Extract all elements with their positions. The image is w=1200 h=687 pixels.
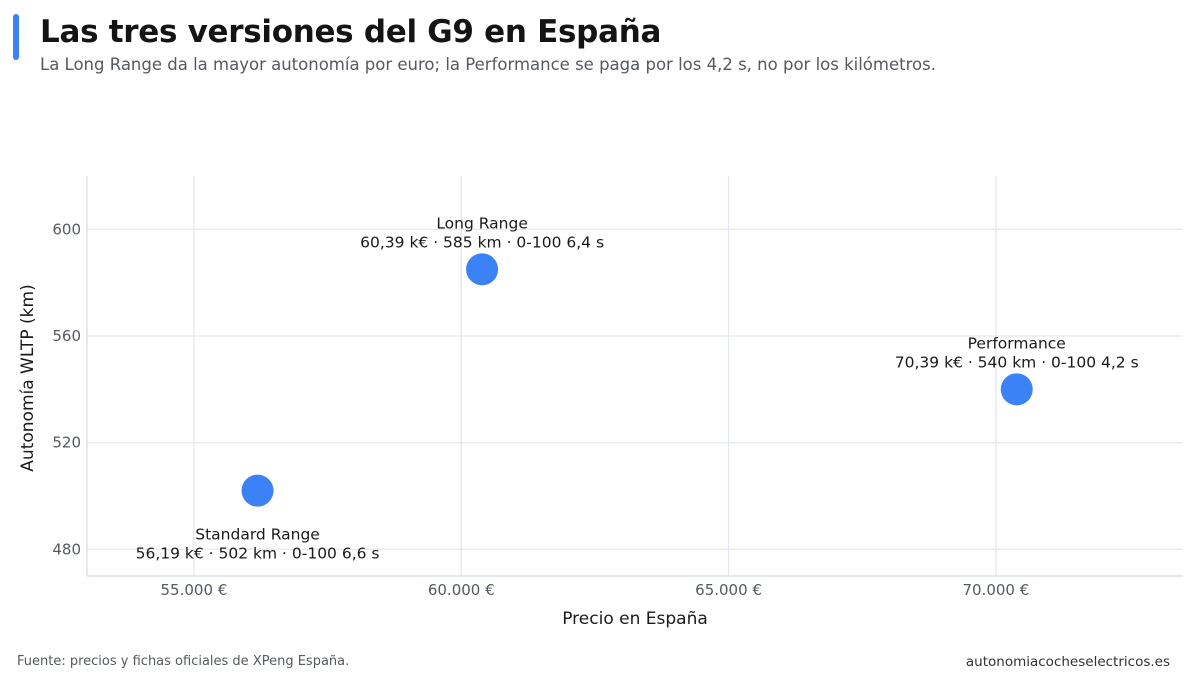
tick-labels: 55.000 € 60.000 € 65.000 € 70.000 € 480 520 56… xyxy=(52,220,1029,599)
y-axis-label: Autonomía WLTP (km) xyxy=(18,284,38,471)
y-tick-label: 560 xyxy=(52,327,81,345)
point-value-label: 60,39 k€ · 585 km · 0-100 6,4 s xyxy=(360,233,604,251)
x-axis-label: Precio en España xyxy=(562,609,708,629)
axes xyxy=(86,176,1183,577)
point-value-label: 70,39 k€ · 540 km · 0-100 4,2 s xyxy=(895,353,1139,371)
point-name-label: Long Range xyxy=(436,214,528,232)
data-point[interactable] xyxy=(466,253,499,286)
x-tick-label: 70.000 € xyxy=(962,581,1029,599)
data-point[interactable] xyxy=(241,474,274,507)
x-tick-label: 65.000 € xyxy=(695,581,762,599)
data-points xyxy=(241,253,1033,507)
y-tick-label: 600 xyxy=(52,220,81,238)
y-tick-label: 520 xyxy=(52,434,81,452)
point-value-label: 56,19 k€ · 502 km · 0-100 6,6 s xyxy=(136,545,380,563)
y-tick-label: 480 xyxy=(52,540,81,558)
site-url[interactable]: autonomiacocheselectricos.es xyxy=(965,654,1170,670)
point-name-label: Standard Range xyxy=(195,526,320,544)
point-name-label: Performance xyxy=(968,334,1066,352)
data-point[interactable] xyxy=(1000,373,1033,406)
chart-subtitle: La Long Range da la mayor autonomía por … xyxy=(40,55,936,74)
x-tick-label: 55.000 € xyxy=(161,581,228,599)
chart-title: Las tres versiones del G9 en España xyxy=(40,14,662,50)
grid-lines xyxy=(87,176,1183,576)
x-tick-label: 60.000 € xyxy=(428,581,495,599)
source-note: Fuente: precios y fichas oficiales de XP… xyxy=(17,654,350,669)
title-accent-bar xyxy=(13,14,19,60)
